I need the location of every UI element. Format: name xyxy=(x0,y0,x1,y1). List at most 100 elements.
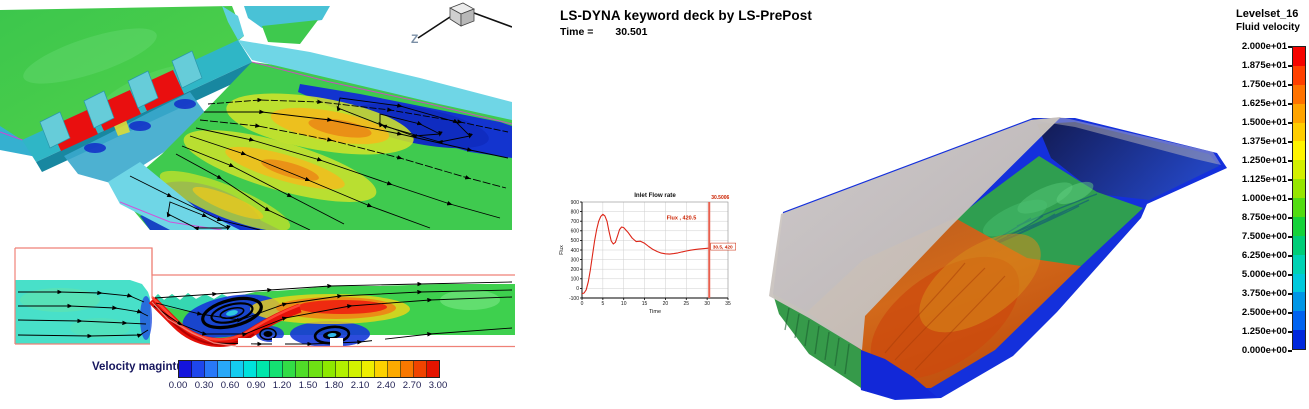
gate-face-pool xyxy=(140,296,152,340)
colorbar-segment xyxy=(374,361,388,377)
velocity-colorbar: Velocity magintude 0.00 0.30 0.60 0.90 1.20 1… xyxy=(80,358,470,406)
legend-color-segment xyxy=(1293,160,1305,180)
x-tick-label: 0 xyxy=(581,301,584,307)
legend-color-segment xyxy=(1293,216,1305,236)
y-tick-label: 100 xyxy=(571,277,580,283)
colorbar-segment xyxy=(400,361,414,377)
orientation-triad: Z xyxy=(411,2,512,46)
y-tick-label: -100 xyxy=(569,296,579,302)
flux-annotation: Flux , 420.5 xyxy=(667,215,697,221)
legend-color-segment xyxy=(1293,103,1305,123)
colorbar-segment xyxy=(426,361,439,377)
legend-tick-mark xyxy=(1288,331,1292,333)
toe-pool xyxy=(861,350,937,399)
legend-tick-label: 1.750e+01 xyxy=(1241,79,1287,90)
velocity-colorbar-ticks: 0.00 0.30 0.60 0.90 1.20 1.50 1.80 2.10 2.40 2.70… xyxy=(80,380,470,394)
colorbar-tick-label: 0.60 xyxy=(220,380,240,391)
colorbar-segment xyxy=(205,361,219,377)
fluid-velocity-legend: Levelset_16 Fluid velocity 2.000e+01 1.87… xyxy=(1236,8,1308,376)
gate-exit-pool xyxy=(174,99,196,109)
x-tick-label: 30 xyxy=(704,301,710,307)
colorbar-tick-label: 0.00 xyxy=(168,380,188,391)
legend-tick-mark xyxy=(1288,141,1292,143)
colorbar-segment xyxy=(244,361,258,377)
legend-tick-mark xyxy=(1288,217,1292,219)
x-tick-label: 25 xyxy=(684,301,690,307)
pier xyxy=(171,50,203,89)
gate-exit-pool xyxy=(129,121,151,131)
colorbar-segment xyxy=(179,361,193,377)
x-tick-label: 35 xyxy=(725,301,731,307)
legend-tick-label: 1.000e+01 xyxy=(1241,193,1287,204)
page-title: LS-DYNA keyword deck by LS-PrePost xyxy=(560,8,812,23)
colorbar-segment xyxy=(413,361,427,377)
legend-tick-label: 0.000e+00 xyxy=(1241,345,1287,356)
legend-color-segment xyxy=(1293,273,1305,293)
legend-title: Levelset_16 xyxy=(1236,8,1299,20)
legend-subtitle: Fluid velocity xyxy=(1236,22,1300,33)
triad-axis-line xyxy=(473,12,512,28)
legend-color-segment xyxy=(1293,65,1305,85)
triad-axis-line xyxy=(417,16,451,39)
colorbar-tick-label: 1.50 xyxy=(298,380,318,391)
legend-tick-mark xyxy=(1288,65,1292,67)
y-tick-label: 0 xyxy=(576,286,579,292)
colorbar-segment xyxy=(218,361,232,377)
legend-tick-mark xyxy=(1288,103,1292,105)
x-axis-title: Time xyxy=(649,309,661,315)
colorbar-segment xyxy=(231,361,245,377)
legend-color-segment xyxy=(1293,254,1305,274)
y-tick-label: 900 xyxy=(571,200,580,206)
legend-tick-label: 1.125e+01 xyxy=(1241,174,1287,185)
time-label: Time = xyxy=(560,26,594,38)
legend-tick-mark xyxy=(1288,293,1292,295)
legend-color-strip xyxy=(1292,46,1306,350)
y-tick-label: 200 xyxy=(571,267,580,273)
pier xyxy=(39,111,71,149)
chart-title: Inlet Flow rate xyxy=(634,192,676,199)
legend-tick-label: 7.500e+00 xyxy=(1241,231,1287,242)
legend-color-segment xyxy=(1293,179,1305,198)
legend-tick-label: 2.500e+00 xyxy=(1241,307,1287,318)
cursor-time-label: 30.5006 xyxy=(711,195,729,201)
cursor-point-box xyxy=(710,242,736,251)
legend-tick-label: 6.250e+00 xyxy=(1241,250,1287,261)
colorbar-segment xyxy=(348,361,362,377)
legend-color-segment xyxy=(1293,122,1305,142)
y-tick-label: 600 xyxy=(571,229,580,235)
legend-color-segment xyxy=(1293,84,1305,104)
streamlines-group xyxy=(129,97,509,230)
velocity-colorbar-strip xyxy=(178,360,440,378)
chute-sidewall-top xyxy=(1031,117,1221,165)
domain-outline xyxy=(14,247,515,348)
header: LS-DYNA keyword deck by LS-PrePost Time … xyxy=(560,8,920,38)
colorbar-tick-label: 2.40 xyxy=(376,380,396,391)
legend-color-segment xyxy=(1293,311,1305,331)
abutment-wall xyxy=(244,6,330,28)
legend-tick-label: 1.625e+01 xyxy=(1241,98,1287,109)
legend-tick-label: 3.750e+00 xyxy=(1241,288,1287,299)
y-axis-title: Flux xyxy=(559,245,565,255)
colorbar-segment xyxy=(335,361,349,377)
legend-tick-label: 2.000e+01 xyxy=(1241,41,1287,52)
reservoir-surface xyxy=(0,6,244,144)
x-tick-label: 5 xyxy=(601,301,604,307)
legend-tick-mark xyxy=(1288,46,1292,48)
orientation-cube-icon xyxy=(449,2,475,27)
velocity-colorbar-label: Velocity magintude xyxy=(92,361,197,373)
legend-color-segment xyxy=(1293,141,1305,161)
spillway-apron xyxy=(64,92,206,184)
chute-flow-streaks xyxy=(884,262,1006,371)
z-axis-label: Z xyxy=(411,32,418,46)
x-tick-label: 10 xyxy=(621,301,627,307)
legend-tick-mark xyxy=(1288,122,1292,124)
legend-tick-mark xyxy=(1288,84,1292,86)
colorbar-tick-label: 1.20 xyxy=(272,380,292,391)
colorbar-segment xyxy=(283,361,297,377)
legend-tick-mark xyxy=(1288,179,1292,181)
legend-tick-mark xyxy=(1288,350,1292,352)
gate-exit-pool xyxy=(84,143,106,153)
y-tick-label: 400 xyxy=(571,248,580,254)
